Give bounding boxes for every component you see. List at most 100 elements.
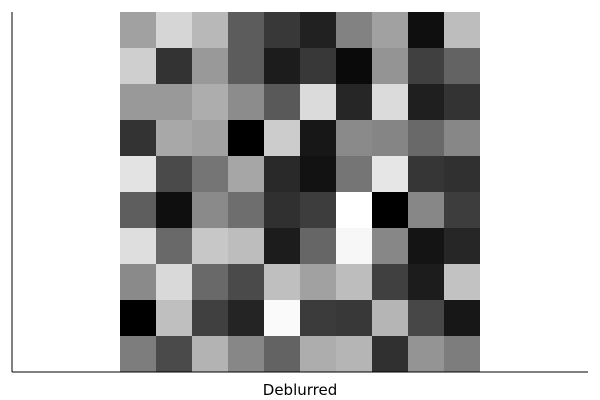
heatmap-cell-r7-c3 xyxy=(228,264,264,300)
heatmap-cell-r2-c4 xyxy=(264,84,300,120)
heatmap-cell-r1-c0 xyxy=(120,48,156,84)
heatmap-cell-r0-c4 xyxy=(264,12,300,48)
heatmap-cell-r2-c2 xyxy=(192,84,228,120)
heatmap-cell-r4-c0 xyxy=(120,156,156,192)
heatmap-cell-r3-c3 xyxy=(228,120,264,156)
heatmap-cell-r5-c0 xyxy=(120,192,156,228)
heatmap-cell-r6-c9 xyxy=(444,228,480,264)
heatmap-cell-r2-c8 xyxy=(408,84,444,120)
heatmap-cell-r5-c3 xyxy=(228,192,264,228)
heatmap-cell-r7-c1 xyxy=(156,264,192,300)
heatmap-cell-r5-c9 xyxy=(444,192,480,228)
heatmap-cell-r1-c1 xyxy=(156,48,192,84)
heatmap-cell-r9-c0 xyxy=(120,336,156,372)
heatmap-cell-r0-c1 xyxy=(156,12,192,48)
heatmap-cell-r5-c4 xyxy=(264,192,300,228)
heatmap-cell-r4-c4 xyxy=(264,156,300,192)
heatmap-cell-r7-c5 xyxy=(300,264,336,300)
heatmap-cell-r3-c5 xyxy=(300,120,336,156)
heatmap-cell-r7-c6 xyxy=(336,264,372,300)
heatmap-cell-r1-c9 xyxy=(444,48,480,84)
heatmap-cell-r7-c0 xyxy=(120,264,156,300)
heatmap-cell-r3-c7 xyxy=(372,120,408,156)
heatmap-cell-r1-c4 xyxy=(264,48,300,84)
heatmap-cell-r8-c1 xyxy=(156,300,192,336)
heatmap-cell-r6-c3 xyxy=(228,228,264,264)
heatmap-cell-r1-c2 xyxy=(192,48,228,84)
heatmap-cell-r9-c3 xyxy=(228,336,264,372)
heatmap-cell-r3-c8 xyxy=(408,120,444,156)
heatmap-cell-r2-c3 xyxy=(228,84,264,120)
heatmap-cell-r6-c8 xyxy=(408,228,444,264)
heatmap-cell-r5-c7 xyxy=(372,192,408,228)
heatmap-cell-r8-c6 xyxy=(336,300,372,336)
heatmap-cell-r4-c2 xyxy=(192,156,228,192)
heatmap-cell-r8-c4 xyxy=(264,300,300,336)
heatmap-cell-r6-c0 xyxy=(120,228,156,264)
heatmap-cell-r2-c1 xyxy=(156,84,192,120)
heatmap-cell-r0-c9 xyxy=(444,12,480,48)
heatmap-cell-r0-c7 xyxy=(372,12,408,48)
heatmap-cell-r5-c1 xyxy=(156,192,192,228)
heatmap-cell-r8-c7 xyxy=(372,300,408,336)
heatmap-cell-r1-c7 xyxy=(372,48,408,84)
heatmap-cell-r2-c0 xyxy=(120,84,156,120)
heatmap-cell-r7-c7 xyxy=(372,264,408,300)
heatmap-cell-r6-c1 xyxy=(156,228,192,264)
heatmap-cell-r4-c1 xyxy=(156,156,192,192)
heatmap-cell-r4-c8 xyxy=(408,156,444,192)
heatmap-cell-r4-c3 xyxy=(228,156,264,192)
heatmap-cell-r2-c6 xyxy=(336,84,372,120)
heatmap-cell-r1-c6 xyxy=(336,48,372,84)
heatmap-cell-r6-c6 xyxy=(336,228,372,264)
heatmap-cell-r0-c2 xyxy=(192,12,228,48)
heatmap-cell-r7-c9 xyxy=(444,264,480,300)
heatmap-cell-r3-c9 xyxy=(444,120,480,156)
heatmap-cell-r2-c9 xyxy=(444,84,480,120)
heatmap-cell-r8-c0 xyxy=(120,300,156,336)
heatmap-cell-r9-c4 xyxy=(264,336,300,372)
heatmap-cell-r9-c1 xyxy=(156,336,192,372)
heatmap-cell-r3-c6 xyxy=(336,120,372,156)
heatmap-cell-r4-c5 xyxy=(300,156,336,192)
heatmap-cell-r5-c6 xyxy=(336,192,372,228)
heatmap-cell-r7-c4 xyxy=(264,264,300,300)
heatmap-cell-r9-c8 xyxy=(408,336,444,372)
heatmap-cell-r0-c6 xyxy=(336,12,372,48)
heatmap-cell-r8-c3 xyxy=(228,300,264,336)
heatmap-cell-r6-c2 xyxy=(192,228,228,264)
heatmap-cell-r1-c3 xyxy=(228,48,264,84)
heatmap-cell-r9-c5 xyxy=(300,336,336,372)
heatmap-cell-r5-c5 xyxy=(300,192,336,228)
heatmap-cell-r6-c7 xyxy=(372,228,408,264)
heatmap-cell-r9-c9 xyxy=(444,336,480,372)
heatmap-cell-r9-c2 xyxy=(192,336,228,372)
heatmap-cell-r1-c5 xyxy=(300,48,336,84)
heatmap-cell-r1-c8 xyxy=(408,48,444,84)
heatmap-cell-r9-c6 xyxy=(336,336,372,372)
heatmap-cell-r3-c2 xyxy=(192,120,228,156)
heatmap-cell-r3-c4 xyxy=(264,120,300,156)
heatmap-cell-r4-c6 xyxy=(336,156,372,192)
heatmap-cell-r3-c0 xyxy=(120,120,156,156)
heatmap-cell-r9-c7 xyxy=(372,336,408,372)
heatmap-cell-r7-c2 xyxy=(192,264,228,300)
heatmap-cell-r8-c2 xyxy=(192,300,228,336)
x-axis-label: Deblurred xyxy=(263,381,337,399)
heatmap-cell-r0-c3 xyxy=(228,12,264,48)
heatmap-cell-r0-c5 xyxy=(300,12,336,48)
heatmap-cell-r2-c7 xyxy=(372,84,408,120)
heatmap-cell-r0-c8 xyxy=(408,12,444,48)
heatmap-cell-r6-c5 xyxy=(300,228,336,264)
heatmap-cell-r4-c7 xyxy=(372,156,408,192)
heatmap-cell-r0-c0 xyxy=(120,12,156,48)
heatmap-cell-r8-c9 xyxy=(444,300,480,336)
heatmap-cell-r8-c5 xyxy=(300,300,336,336)
heatmap-cell-r5-c8 xyxy=(408,192,444,228)
heatmap-cell-r8-c8 xyxy=(408,300,444,336)
heatmap-cell-r4-c9 xyxy=(444,156,480,192)
heatmap-cell-r2-c5 xyxy=(300,84,336,120)
heatmap-cell-r7-c8 xyxy=(408,264,444,300)
